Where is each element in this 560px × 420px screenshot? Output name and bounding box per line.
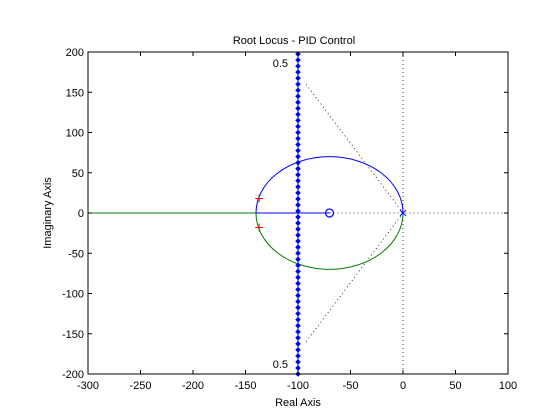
design-line-marker: [295, 129, 301, 136]
design-line-marker: [295, 93, 301, 100]
design-line-marker: [295, 214, 301, 220]
x-tick-label: 0: [400, 380, 406, 392]
damping-label-top: 0.5: [273, 58, 288, 70]
design-line-marker: [295, 159, 301, 166]
design-line-marker: [295, 286, 301, 293]
design-line-marker: [295, 256, 301, 263]
design-line-marker: [295, 153, 301, 160]
damping-ray-upper: [305, 83, 404, 214]
design-line-marker: [295, 316, 301, 323]
design-line-marker: [295, 365, 301, 371]
x-tick-label: -200: [182, 380, 204, 392]
design-line-marker: [295, 359, 301, 365]
design-line-marker: [295, 105, 301, 112]
design-line-marker: [295, 304, 301, 311]
design-line-marker: [295, 244, 301, 251]
origin-pole-marker-b: [399, 209, 407, 217]
design-line-marker: [295, 69, 301, 75]
x-tick-label: -100: [287, 380, 309, 392]
x-tick-label: 50: [449, 380, 461, 392]
design-line-marker: [295, 111, 301, 118]
design-line-marker: [295, 141, 301, 148]
design-line-marker: [295, 171, 301, 178]
axis-ticks: -300 -250 -200 -150 -100 -50 0 50 100 -200 -150 -10…: [62, 47, 517, 392]
x-tick-label: -300: [77, 380, 99, 392]
chart-title: Root Locus - PID Control: [233, 35, 355, 47]
design-line-marker: [295, 178, 301, 184]
y-tick-label: -150: [62, 329, 84, 341]
locus-branches: [88, 156, 404, 270]
design-line-marker: [295, 220, 301, 226]
y-axis-label: Imaginary Axis: [42, 177, 54, 249]
design-line-marker: [295, 226, 301, 232]
upper-branch-arc: [255, 156, 404, 214]
design-line-marker: [295, 63, 301, 69]
y-tick-label: -100: [62, 289, 84, 301]
damping-label-bottom: 0.5: [273, 359, 288, 371]
design-line-marker: [295, 232, 301, 238]
y-tick-label: 0: [78, 208, 84, 220]
y-tick-label: 100: [66, 128, 84, 140]
x-tick-label: -150: [234, 380, 256, 392]
design-line-marker: [295, 328, 301, 335]
design-line: [295, 51, 301, 377]
design-line-marker: [295, 208, 301, 214]
lower-branch-arc: [255, 212, 404, 270]
x-tick-label: -50: [343, 380, 359, 392]
x-axis-label: Real Axis: [275, 397, 321, 409]
y-tick-label: 200: [66, 47, 84, 59]
x-tick-label: 100: [499, 380, 517, 392]
y-tick-label: 50: [72, 168, 84, 180]
design-line-marker: [295, 334, 301, 341]
design-line-marker: [295, 347, 301, 353]
design-line-marker: [295, 184, 301, 190]
design-line-marker: [295, 268, 301, 275]
design-line-marker: [295, 353, 301, 359]
design-line-marker: [295, 190, 301, 196]
y-tick-label: 150: [66, 87, 84, 99]
pole-zero-markers: [255, 194, 407, 232]
design-line-marker: [295, 292, 301, 299]
design-line-marker: [295, 310, 301, 317]
design-line-marker: [295, 250, 301, 257]
design-line-marker: [295, 262, 301, 269]
y-tick-label: -50: [68, 248, 84, 260]
design-line-marker: [295, 274, 301, 281]
x-tick-label: -250: [129, 380, 151, 392]
design-line-marker: [295, 280, 301, 287]
design-line-marker: [295, 238, 301, 244]
design-line-marker: [295, 298, 301, 305]
damping-ray-lower: [305, 212, 404, 343]
design-line-marker: [295, 196, 301, 202]
design-line-marker: [295, 341, 301, 347]
design-line-marker: [295, 99, 301, 106]
design-line-marker: [295, 117, 301, 124]
design-line-marker: [295, 322, 301, 329]
design-line-marker: [295, 57, 301, 63]
design-line-marker: [295, 123, 301, 130]
design-line-marker: [295, 165, 301, 172]
design-line-marker: [295, 135, 301, 142]
y-tick-label: -200: [62, 369, 84, 381]
design-line-marker: [295, 202, 301, 208]
design-line-marker: [295, 75, 301, 81]
design-line-marker: [295, 81, 301, 87]
design-line-marker: [295, 87, 301, 94]
zero-marker: [324, 208, 335, 218]
design-line-marker: [295, 147, 301, 154]
